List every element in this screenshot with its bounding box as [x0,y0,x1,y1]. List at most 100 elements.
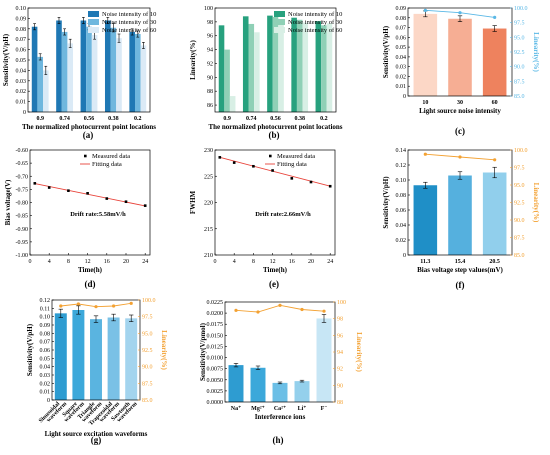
panel-label: (a) [83,130,94,140]
y-tick-label: 0.08 [40,331,51,337]
bar [267,15,273,113]
y2-tick-label: 92.5 [514,201,525,207]
y-tick-label: 0.06 [40,348,51,354]
y-tick-label: 0.0075 [207,367,224,373]
x-tick-label: 0 [29,259,32,265]
legend-marker [269,154,272,158]
panel-c: 0 0.01 0.02 0.03 0.04 0.05 0.06 0.07 0.08 0.09 Sen… [382,6,540,136]
panel-label: (c) [455,126,465,136]
y-axis-label: FWHM [189,190,197,214]
bar [91,35,98,112]
y-tick-label: 0 [403,253,406,259]
x-tick-label: 12 [85,259,91,265]
linearity-point [234,308,238,312]
y2-tick-label: 94 [337,350,343,356]
linearity-point [493,158,497,162]
x-tick-label: 12 [270,259,276,265]
y2-tick-label: 96 [337,333,343,339]
y2-tick-label: 97.5 [142,315,153,321]
linearity-point [458,155,462,159]
linearity-point [76,302,80,306]
y2-tick-label: 100 [337,300,346,306]
panel-a: 0 0.01 0.02 0.03 0.04 0.05 0.06 0.07 0.08 0.09 0.1… [2,6,156,140]
y-tick-label: 88 [207,89,213,95]
bar [224,49,230,112]
data-point [86,192,89,195]
bar [278,23,284,112]
y-tick-label: 0.10 [40,315,51,321]
linearity-point [423,152,427,156]
y2-tick-label: 92.5 [514,50,525,56]
x-axis-label: Bias voltage step values(mV) [417,266,503,274]
y-tick-label: 0.02 [396,74,407,80]
legend-label: Fitting data [277,161,307,168]
legend-label: Noise intensity of 60 [102,27,156,34]
bar [140,45,147,112]
panel-e: 210 215 220 225 230 FWHM 0 4 8 12 16 20 24 Time(h) Mea… [189,148,336,289]
y2-tick-label: 97.5 [514,166,525,172]
data-point [47,186,51,189]
x-tick-label: 8 [67,259,70,265]
x-tick-label: 4 [48,259,51,265]
legend-swatch [88,27,99,33]
x-axis-label: The normalized photocurrent point locati… [22,123,156,131]
y-tick-label: 0.08 [396,16,407,22]
panel-d: -1.00 -0.95 -0.90 -0.85 -0.80 -0.75 -0.70 -0.65… [4,148,151,289]
data-point [218,156,222,159]
y2-tick-label: 95.0 [142,331,153,337]
bar [218,25,225,112]
x-tick-label: Li⁺ [298,406,307,412]
y-tick-label: -0.95 [16,240,29,246]
y-tick-label: 98 [207,20,213,26]
legend-label: Measured data [277,153,315,160]
x-tick-label: 30 [457,100,463,106]
y-axis-label: Bias voltage(V) [4,179,12,225]
bar [61,31,68,113]
axis-frame [214,7,337,113]
y-tick-label: -0.80 [16,201,29,207]
y-tick-label: 0.01 [396,84,407,90]
bar [110,27,117,112]
y-tick-label: 0.06 [16,48,27,54]
bar [129,31,135,113]
y2-axis-label: Linearity(%) [160,330,168,370]
y-tick-label: 0.08 [16,27,27,33]
bar [302,22,309,113]
linearity-point [300,307,304,312]
y-tick-label: 0.0100 [207,356,224,362]
y-tick-label: 0.02 [40,381,51,387]
data-point [232,161,236,164]
panel-label: (d) [85,279,96,289]
y-tick-label: 0.0000 [207,400,224,406]
data-point [105,197,109,200]
panel-label: (h) [273,435,284,445]
bar [413,185,438,255]
y-tick-label: 0.09 [40,323,51,329]
x-tick-label: 11.3 [420,259,430,265]
x-tick-label: Na⁺ [231,406,242,412]
bar [54,313,67,400]
y-tick-label: 0 [23,110,26,116]
data-point [124,200,128,204]
bar [482,28,507,96]
y-tick-label: 0.12 [40,298,51,304]
y-tick-label: -0.60 [16,148,29,154]
y-tick-label: 0.07 [396,26,407,32]
linearity-point [112,304,116,308]
y-tick-label: 0.04 [16,68,27,74]
x-axis-label: Interference ions [255,413,306,421]
bar [134,34,141,112]
bar [43,70,49,112]
y-tick-label: 0.03 [16,79,27,85]
legend-swatch [274,27,285,33]
y-tick-label: 0.0175 [207,322,224,328]
axis-frame [214,149,336,256]
y-tick-label: 0.03 [40,373,51,379]
y-tick-label: 220 [204,201,213,207]
x-axis-label: Light source noise intensity [419,107,501,115]
panel-b: 86 88 90 92 94 96 98 100 Linearity(%) 0.9 0.74 0.56… [189,6,343,140]
bar [56,20,62,113]
linearity-point [129,301,133,305]
x-tick-label: 0.74 [59,116,70,122]
y2-tick-label: 95.0 [514,183,525,189]
